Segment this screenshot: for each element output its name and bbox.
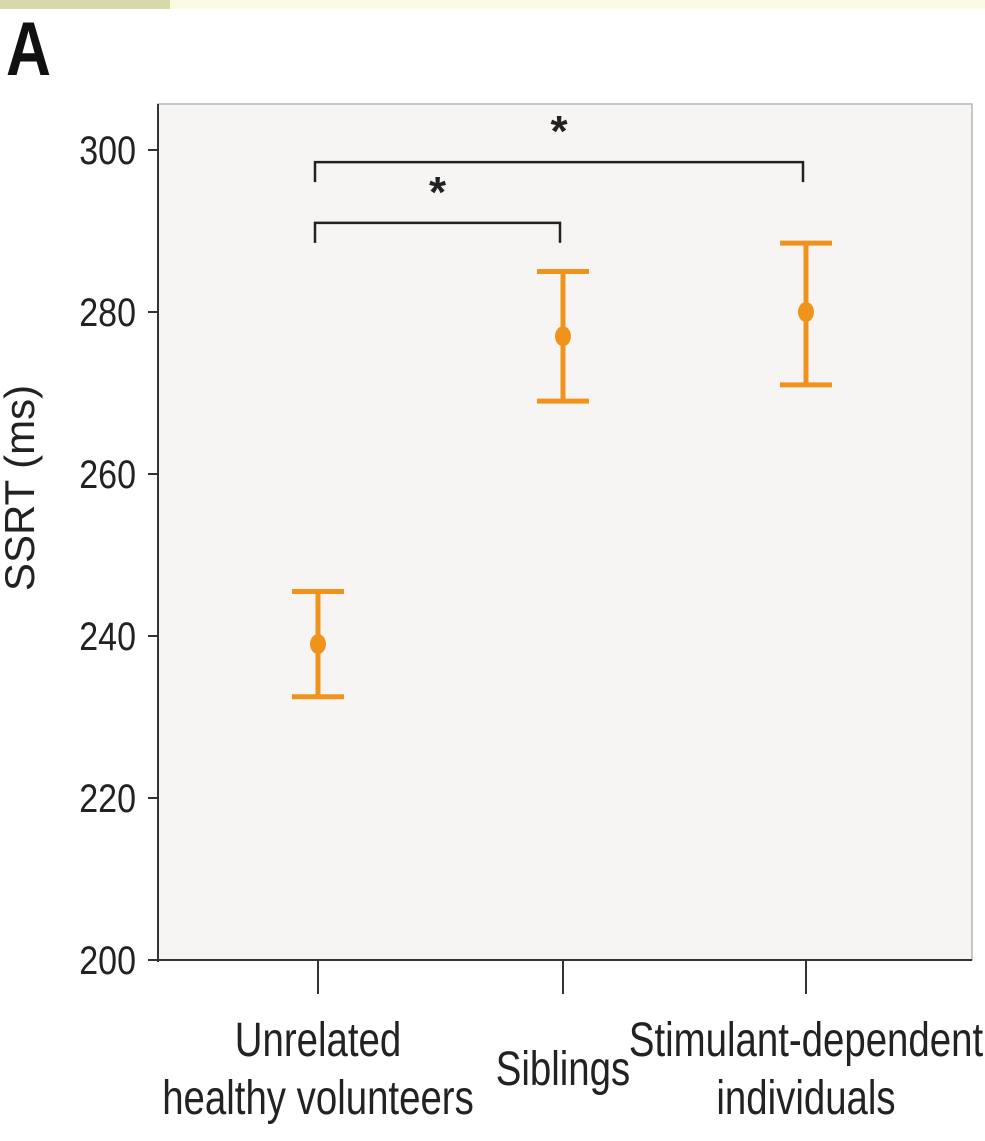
data-point [798, 302, 814, 322]
data-point [555, 326, 571, 347]
data-point [310, 634, 326, 655]
x-category-label: healthy volunteers [162, 1072, 474, 1125]
y-tick-label: 240 [79, 613, 136, 658]
significance-star: * [429, 168, 447, 217]
y-axis-title: SSRT (ms) [0, 385, 43, 591]
x-category-label: individuals [716, 1072, 895, 1125]
significance-bracket [313, 160, 805, 183]
significance-bracket [313, 221, 562, 243]
y-tick-label: 300 [79, 127, 136, 172]
x-category-label: Siblings [496, 1043, 630, 1096]
x-category-label: Stimulant-dependent [629, 1014, 983, 1067]
plot-area [157, 103, 973, 961]
y-tick-label: 220 [79, 775, 136, 820]
significance-star: * [550, 107, 568, 156]
top-strip-left [0, 0, 170, 9]
top-strip-right [170, 0, 985, 9]
top-strip [0, 0, 985, 9]
y-tick-label: 200 [79, 937, 136, 982]
x-category-label: Unrelated [235, 1014, 401, 1067]
panel-label: A [6, 7, 52, 92]
y-tick-label: 260 [79, 451, 136, 496]
y-tick-label: 280 [79, 289, 136, 334]
